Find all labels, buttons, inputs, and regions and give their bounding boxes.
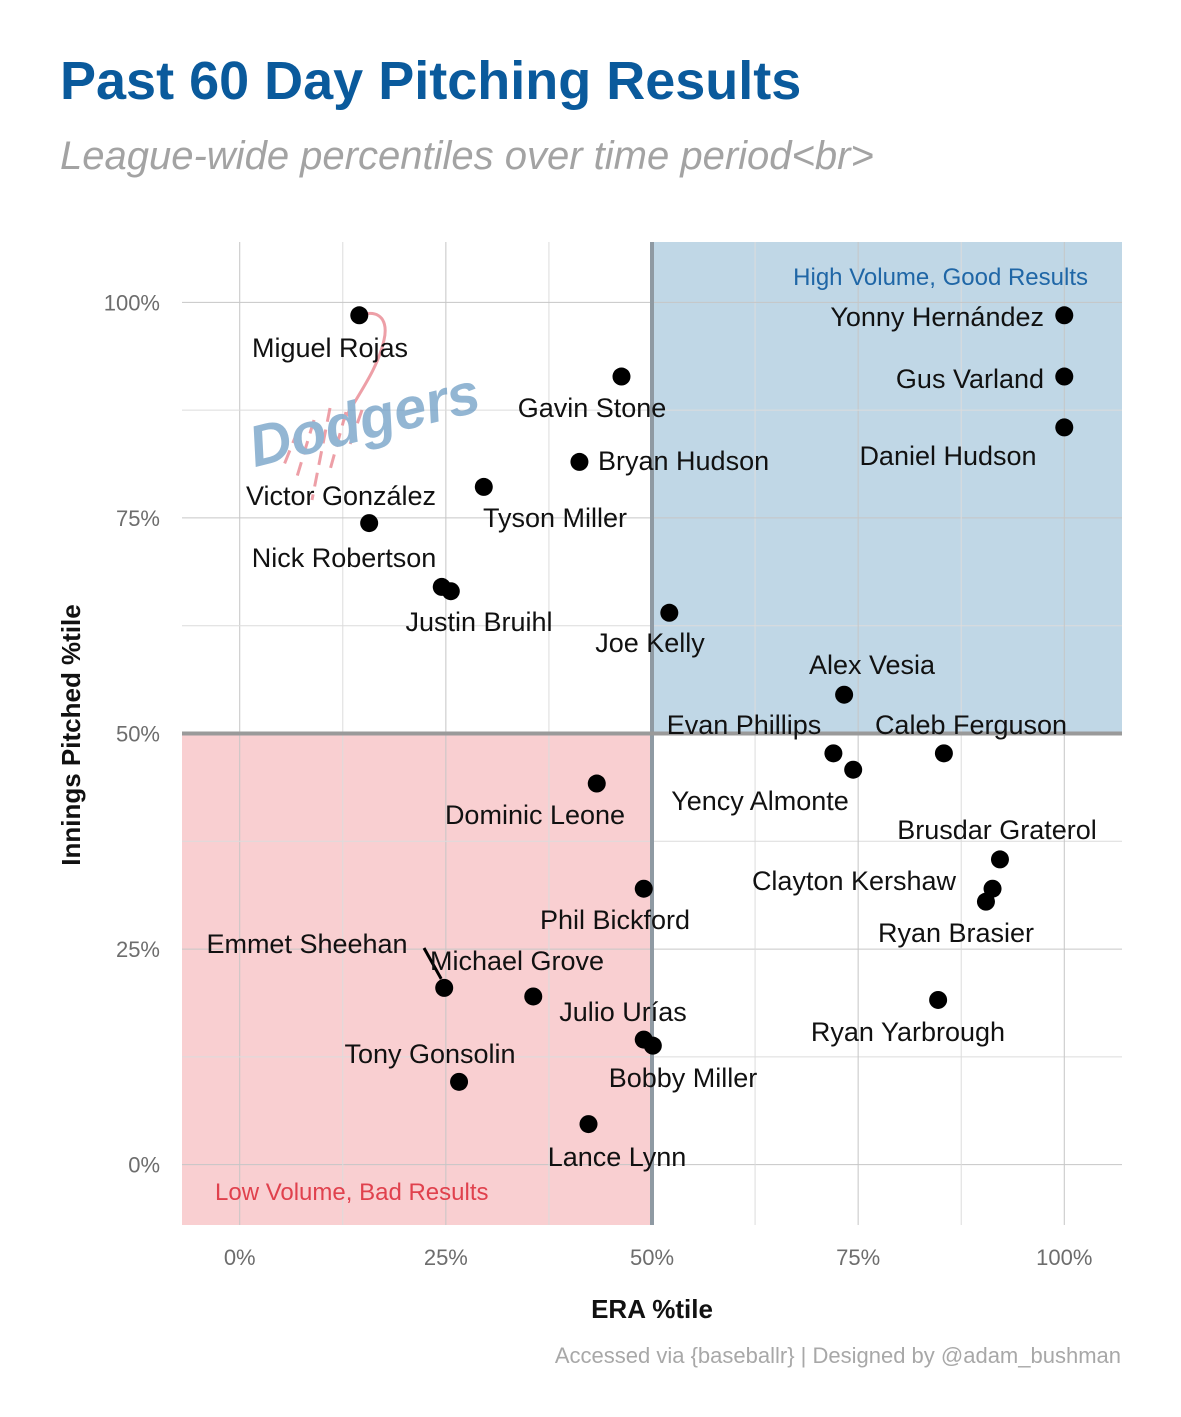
logo-streak: [328, 411, 348, 471]
logo-streak: [280, 429, 300, 471]
x-axis-title: ERA %tile: [591, 1294, 713, 1324]
point-label: Ryan Brasier: [878, 918, 1034, 948]
point-label: Joe Kelly: [595, 628, 705, 658]
point-label: Tyson Miller: [483, 503, 627, 533]
data-point: [934, 744, 953, 763]
data-point: [612, 367, 631, 386]
point-label: Yency Almonte: [671, 786, 849, 816]
point-label: Evan Phillips: [667, 710, 822, 740]
data-point: [450, 1072, 469, 1091]
good-results-region: [652, 242, 1122, 734]
x-tick-label: 50%: [630, 1245, 674, 1270]
data-point: [570, 452, 589, 471]
y-tick-label: 0%: [128, 1153, 160, 1178]
good-results-label: High Volume, Good Results: [793, 264, 1088, 291]
data-point: [824, 744, 843, 763]
data-point: [660, 603, 679, 622]
bad-results-label: Low Volume, Bad Results: [215, 1179, 488, 1206]
x-tick-label: 75%: [836, 1245, 880, 1270]
point-label: Alex Vesia: [809, 650, 936, 680]
leader-line: [422, 947, 443, 980]
point-label: Clayton Kershaw: [752, 866, 957, 896]
logo-streak: [310, 407, 332, 501]
point-label: Michael Grove: [430, 946, 604, 976]
point-label: Emmet Sheehan: [206, 929, 407, 959]
data-point: [643, 1036, 662, 1055]
data-point: [1055, 418, 1074, 437]
point-label: Dominic Leone: [445, 800, 625, 830]
data-point: [835, 685, 854, 704]
x-tick-label: 0%: [224, 1245, 256, 1270]
point-label: Ryan Yarbrough: [811, 1017, 1005, 1047]
point-label: Tony Gonsolin: [344, 1039, 515, 1069]
y-tick-label: 75%: [116, 506, 160, 531]
point-label: Gavin Stone: [518, 393, 667, 423]
data-point: [1055, 306, 1074, 325]
point-label: Miguel Rojas: [252, 333, 408, 363]
point-label: Nick Robertson: [252, 543, 437, 573]
x-tick-label: 100%: [1036, 1245, 1092, 1270]
point-label: Lance Lynn: [548, 1142, 687, 1172]
point-label: Caleb Ferguson: [875, 710, 1067, 740]
chart-subtitle: League-wide percentiles over time period…: [60, 134, 874, 178]
logo-wordmark: Dodgers: [242, 360, 486, 480]
y-tick-label: 50%: [116, 722, 160, 747]
point-label: Brusdar Graterol: [897, 815, 1097, 845]
data-point: [579, 1115, 598, 1134]
logo-streak: [346, 409, 364, 451]
point-label: Julio Urías: [559, 997, 687, 1027]
logo-ball-stroke: [342, 311, 387, 421]
y-tick-label: 25%: [116, 937, 160, 962]
point-label: Justin Bruihl: [405, 607, 552, 637]
data-point: [360, 514, 379, 533]
data-point: [350, 306, 369, 325]
y-tick-label: 100%: [104, 290, 160, 315]
chart-caption: Accessed via {baseballr} | Designed by @…: [554, 1343, 1121, 1368]
data-point: [587, 774, 606, 793]
point-label: Yonny Hernández: [830, 302, 1044, 332]
x-tick-label: 25%: [424, 1245, 468, 1270]
data-point: [990, 850, 1009, 869]
logo-streak: [294, 419, 316, 481]
point-label: Bryan Hudson: [598, 446, 769, 476]
data-point: [524, 987, 543, 1006]
data-point: [474, 477, 493, 496]
data-point: [435, 978, 454, 997]
bad-results-region: [182, 733, 652, 1225]
point-label: Phil Bickford: [540, 905, 690, 935]
point-label: Daniel Hudson: [859, 441, 1036, 471]
data-point: [844, 760, 863, 779]
point-label: Bobby Miller: [609, 1063, 758, 1093]
point-label: Gus Varland: [896, 364, 1044, 394]
data-point: [441, 582, 460, 601]
data-point: [929, 990, 948, 1009]
chart-title: Past 60 Day Pitching Results: [60, 51, 802, 111]
point-label: Victor González: [246, 481, 436, 511]
data-point: [976, 892, 995, 911]
y-axis-title: Innings Pitched %tile: [56, 604, 86, 865]
data-point: [634, 879, 653, 898]
data-point: [1055, 367, 1074, 386]
